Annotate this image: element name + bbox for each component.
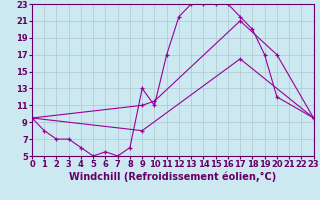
- X-axis label: Windchill (Refroidissement éolien,°C): Windchill (Refroidissement éolien,°C): [69, 172, 276, 182]
